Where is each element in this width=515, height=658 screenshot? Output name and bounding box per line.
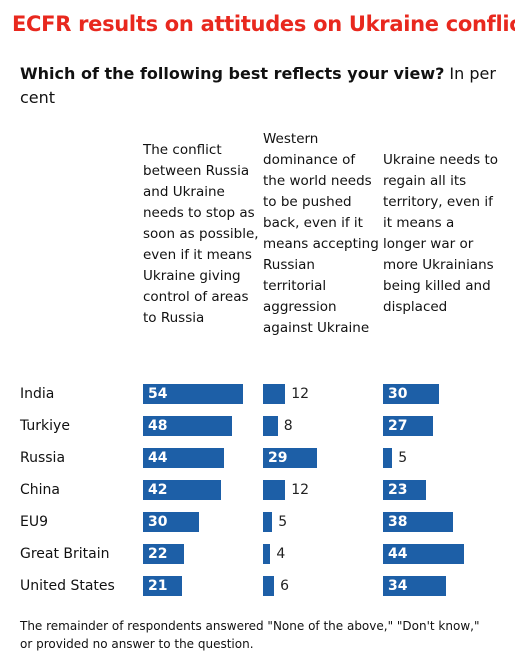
bar bbox=[383, 480, 426, 500]
bar bbox=[383, 512, 454, 532]
category-label: Russia bbox=[20, 450, 66, 466]
value-label: 54 bbox=[148, 386, 168, 402]
chart-title: ECFR results on attitudes on Ukraine con… bbox=[12, 12, 515, 36]
bar bbox=[263, 448, 317, 468]
value-label: 5 bbox=[398, 450, 408, 466]
value-label: 21 bbox=[148, 578, 168, 594]
bar bbox=[383, 416, 433, 436]
value-label: 44 bbox=[148, 450, 168, 466]
bar bbox=[263, 416, 278, 436]
bar bbox=[263, 576, 275, 596]
value-label: 22 bbox=[148, 546, 168, 562]
bar bbox=[263, 544, 271, 564]
bar bbox=[143, 512, 199, 532]
value-label: 12 bbox=[291, 386, 310, 402]
bar bbox=[263, 480, 286, 500]
value-label: 5 bbox=[278, 514, 288, 530]
bar bbox=[263, 512, 273, 532]
value-label: 30 bbox=[148, 514, 168, 530]
value-label: 12 bbox=[291, 482, 310, 498]
bar bbox=[383, 448, 393, 468]
bar bbox=[143, 480, 221, 500]
value-label: 38 bbox=[388, 514, 408, 530]
value-label: 23 bbox=[388, 482, 408, 498]
category-label: EU9 bbox=[20, 514, 48, 530]
value-label: 30 bbox=[388, 386, 408, 402]
category-label: India bbox=[20, 386, 55, 402]
subtitle-unit: In per cent bbox=[20, 64, 496, 107]
category-label: United States bbox=[20, 578, 115, 594]
value-label: 4 bbox=[276, 546, 286, 562]
value-label: 6 bbox=[280, 578, 290, 594]
value-label: 27 bbox=[388, 418, 408, 434]
bar bbox=[383, 576, 446, 596]
bar bbox=[383, 544, 465, 564]
subtitle: Which of the following best reflects you… bbox=[20, 64, 445, 83]
bar bbox=[263, 384, 286, 404]
value-label: 48 bbox=[148, 418, 168, 434]
value-label: 8 bbox=[283, 418, 293, 434]
footnote: The remainder of respondents answered "N… bbox=[20, 619, 480, 651]
value-label: 29 bbox=[268, 450, 288, 466]
category-label: China bbox=[20, 482, 60, 498]
series-header: Ukraine needs to regain all its territor… bbox=[383, 152, 499, 315]
value-label: 44 bbox=[388, 546, 408, 562]
category-label: Turkiye bbox=[20, 418, 70, 434]
bar bbox=[143, 416, 232, 436]
bar bbox=[143, 384, 243, 404]
series-header: The conflict between Russia and Ukraine … bbox=[143, 142, 259, 326]
category-label: Great Britain bbox=[20, 546, 110, 562]
bar bbox=[383, 384, 439, 404]
series-header: Western dominance of the world needs to … bbox=[263, 131, 379, 336]
bar bbox=[143, 544, 184, 564]
bar bbox=[143, 448, 225, 468]
value-label: 34 bbox=[388, 578, 408, 594]
subtitle-block: Which of the following best reflects you… bbox=[20, 62, 500, 110]
value-label: 42 bbox=[148, 482, 168, 498]
bar bbox=[143, 576, 182, 596]
